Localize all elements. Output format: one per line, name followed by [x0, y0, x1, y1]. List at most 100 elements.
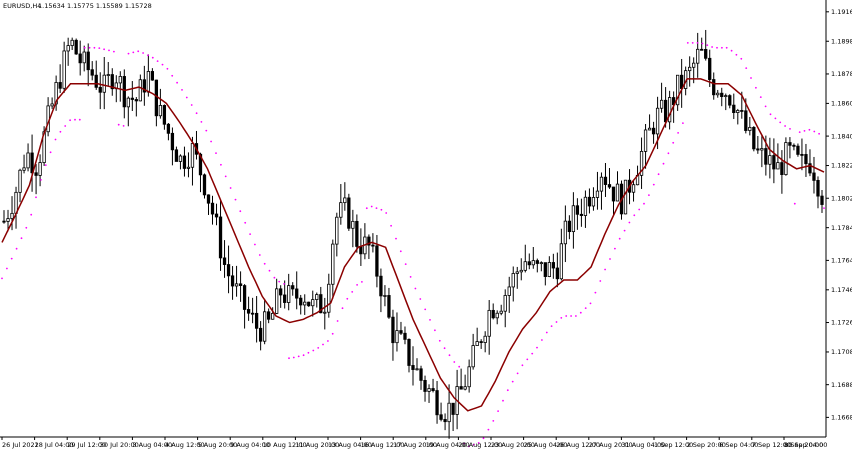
time-tick-label: 10 Sep 04:00: [784, 441, 827, 449]
sar-dot: [424, 308, 427, 311]
candle-body-bear: [210, 202, 215, 215]
sar-dot: [137, 50, 140, 53]
candle-body-bull: [106, 74, 110, 76]
candle-body-bull: [475, 341, 479, 346]
time-tick-label: 9 Aug 04:00: [230, 441, 270, 449]
candle: [559, 228, 564, 281]
sar-dot: [477, 442, 480, 444]
sar-dot: [185, 96, 188, 99]
candle: [591, 187, 596, 211]
candle: [26, 143, 30, 172]
candle: [403, 326, 407, 345]
candle-body-bull: [667, 97, 672, 123]
sar-dot: [677, 132, 679, 134]
candle-body-bull: [234, 283, 239, 287]
sar-dot: [526, 358, 529, 361]
candle: [423, 375, 427, 402]
candle: [575, 198, 580, 230]
candle-body-bear: [34, 172, 38, 176]
candle: [708, 49, 712, 87]
candle-body-bull: [716, 92, 720, 96]
candle: [118, 71, 122, 102]
candle-body-bear: [230, 275, 235, 287]
candle-body-bull: [415, 368, 419, 371]
candle: [214, 203, 219, 226]
candle-body-bull: [639, 150, 644, 176]
sar-dot: [375, 207, 378, 210]
sar-dot: [258, 254, 261, 256]
candle: [812, 156, 816, 194]
candle-body-bull: [515, 271, 519, 274]
candle: [6, 209, 10, 232]
candle-body-bull: [62, 50, 66, 89]
sar-dot: [351, 291, 354, 293]
sar-dot: [662, 162, 665, 165]
sar-dot: [147, 54, 149, 57]
sar-dot: [341, 307, 344, 310]
sar-dot: [745, 67, 748, 69]
sar-dot: [516, 372, 519, 375]
candle-body-bear: [154, 79, 159, 117]
sar-dot: [541, 339, 543, 341]
candle: [631, 179, 636, 202]
candle-body-bear: [435, 390, 439, 416]
candle: [166, 122, 171, 141]
candle: [254, 296, 259, 343]
candle: [539, 261, 543, 272]
sar-dot: [215, 152, 217, 155]
candle: [447, 384, 451, 439]
candle: [543, 262, 547, 286]
candle: [651, 121, 656, 144]
candle-body-bull: [38, 162, 42, 176]
sar-dot: [278, 280, 281, 283]
candle-body-bull: [275, 288, 279, 314]
candle-body-bull: [427, 388, 431, 392]
candle-body-bear: [367, 236, 371, 246]
candle: [676, 74, 680, 111]
sar-dot: [706, 44, 709, 47]
sar-dot: [682, 122, 684, 124]
candle-body-bull: [70, 39, 74, 46]
candle: [134, 97, 138, 117]
candle: [250, 297, 255, 324]
sar-dot: [487, 428, 490, 431]
candle: [716, 89, 720, 98]
sar-dot: [385, 212, 388, 214]
time-tick-label: 30 Jul 20:00: [100, 441, 139, 449]
candle: [178, 154, 183, 170]
sar-dot: [584, 307, 587, 309]
sar-dot: [268, 269, 271, 272]
sar-dot: [798, 131, 801, 134]
candle: [50, 97, 54, 109]
candle-body-bear: [170, 132, 175, 151]
candle: [491, 303, 495, 320]
candle-body-bull: [623, 179, 628, 215]
time-tick-label: 3 Aug 04:00: [132, 441, 172, 449]
ma-line: [1, 78, 825, 412]
candle-body-bull: [659, 99, 664, 109]
sar-dot: [30, 213, 33, 216]
candle: [507, 276, 511, 313]
time-tick-label: 17 Aug 20:00: [393, 441, 437, 449]
sar-dot: [390, 224, 392, 227]
candle-body-bear: [254, 312, 259, 329]
candle-body-bear: [379, 275, 383, 297]
candle-body-bull: [724, 95, 728, 98]
chart-ohlc: 1.15634 1.15775 1.15589 1.15728: [38, 2, 152, 10]
candle: [287, 273, 291, 311]
candle-body-bull: [262, 311, 267, 342]
candle: [623, 179, 628, 215]
candle: [126, 96, 130, 127]
sar-dot: [555, 321, 558, 323]
candle-body-bear: [663, 99, 668, 123]
candle-body-bear: [299, 297, 303, 306]
candle: [431, 378, 435, 393]
price-tick-label: 1.18020: [831, 194, 852, 202]
candle: [387, 287, 391, 319]
candle: [475, 327, 479, 346]
candle-body-bear: [242, 285, 247, 310]
candle-body-bull: [631, 184, 636, 193]
time-tick-label: 16 Aug 12:00: [361, 441, 405, 449]
sar-dot: [818, 132, 820, 135]
